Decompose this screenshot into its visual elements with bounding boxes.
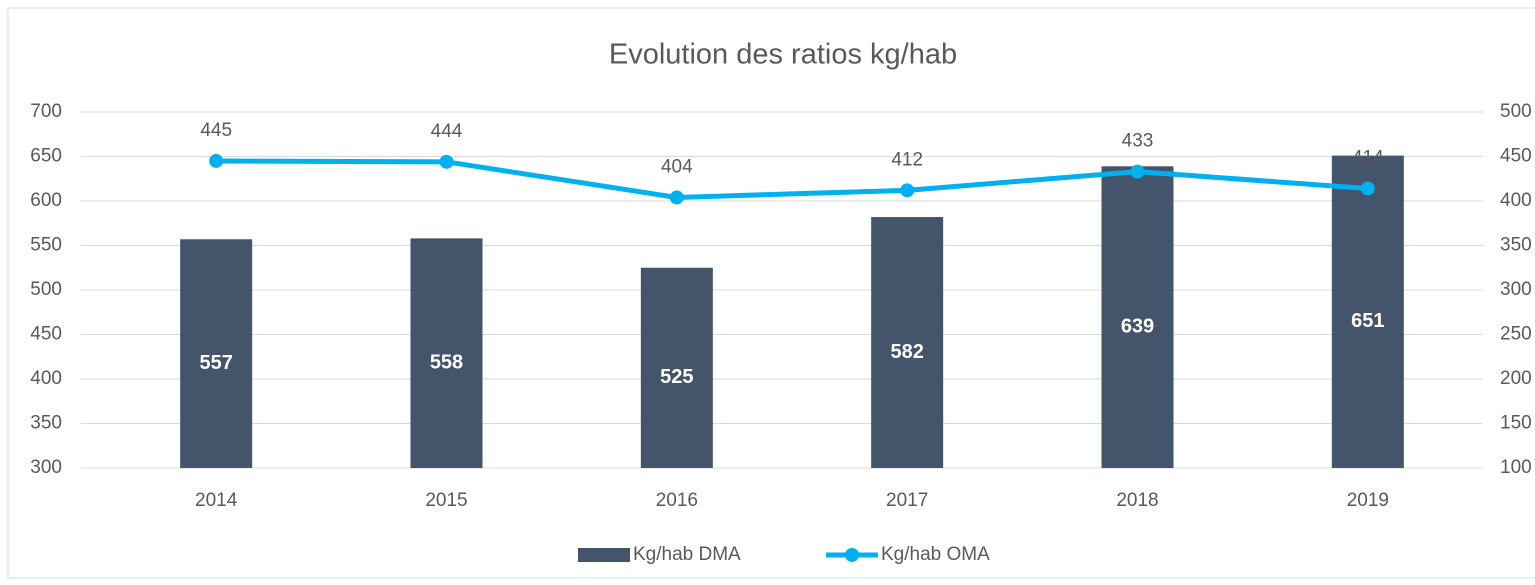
y2-tick-label: 450 <box>1500 146 1532 167</box>
line-value-label: 444 <box>431 121 463 142</box>
bar <box>640 267 713 468</box>
y2-tick-label: 400 <box>1500 190 1532 211</box>
line <box>216 158 1369 200</box>
bar-value-label: 639 <box>1121 315 1154 337</box>
line-point <box>1130 164 1145 179</box>
y-tick-label: 300 <box>30 457 62 478</box>
line-value-label: 433 <box>1122 131 1154 152</box>
y-tick-label: 450 <box>30 324 62 345</box>
line-value-label: 414 <box>1352 148 1384 169</box>
y-tick-label: 400 <box>30 368 62 389</box>
bar <box>1331 155 1404 469</box>
y-tick-label: 600 <box>30 190 62 211</box>
line-value-label: 445 <box>200 120 232 141</box>
y-tick-label: 550 <box>30 235 62 256</box>
x-tick-label: 2018 <box>1116 490 1158 511</box>
line-point <box>1360 181 1375 196</box>
x-tick-label: 2019 <box>1347 490 1389 511</box>
legend-swatch <box>578 548 630 562</box>
line-value-label: 404 <box>661 156 693 177</box>
x-tick-label: 2014 <box>195 490 238 511</box>
bar <box>871 217 944 468</box>
x-tick-label: 2017 <box>886 490 928 511</box>
y2-tick-label: 150 <box>1500 413 1532 434</box>
y-tick-label: 700 <box>30 101 62 122</box>
line-point <box>439 154 454 169</box>
bar <box>410 238 483 468</box>
y-tick-label: 650 <box>30 146 62 167</box>
bar-value-label: 558 <box>430 351 463 373</box>
line-point <box>900 183 915 198</box>
bar <box>1101 166 1174 469</box>
legend-label: Kg/hab DMA <box>633 544 741 565</box>
bar <box>180 239 253 468</box>
bar-value-label: 525 <box>660 366 693 388</box>
y2-tick-label: 200 <box>1500 368 1532 389</box>
x-tick-label: 2015 <box>425 490 467 511</box>
y2-tick-label: 500 <box>1500 101 1532 122</box>
y2-tick-label: 100 <box>1500 457 1532 478</box>
y2-tick-label: 350 <box>1500 235 1532 256</box>
y-tick-label: 500 <box>30 279 62 300</box>
chart-frame <box>7 7 1535 579</box>
y2-tick-label: 250 <box>1500 324 1532 345</box>
y-tick-label: 350 <box>30 413 62 434</box>
bar-value-label: 557 <box>199 352 232 374</box>
bar-value-label: 651 <box>1351 310 1384 332</box>
bar-value-label: 582 <box>890 341 923 363</box>
line-value-label: 412 <box>891 149 923 170</box>
legend-swatch-point <box>845 548 859 562</box>
line-point <box>209 153 224 168</box>
line-point <box>669 190 684 205</box>
legend-label: Kg/hab OMA <box>881 544 990 565</box>
chart-title: Evolution des ratios kg/hab <box>609 39 957 71</box>
y2-tick-label: 300 <box>1500 279 1532 300</box>
x-tick-label: 2016 <box>656 490 698 511</box>
